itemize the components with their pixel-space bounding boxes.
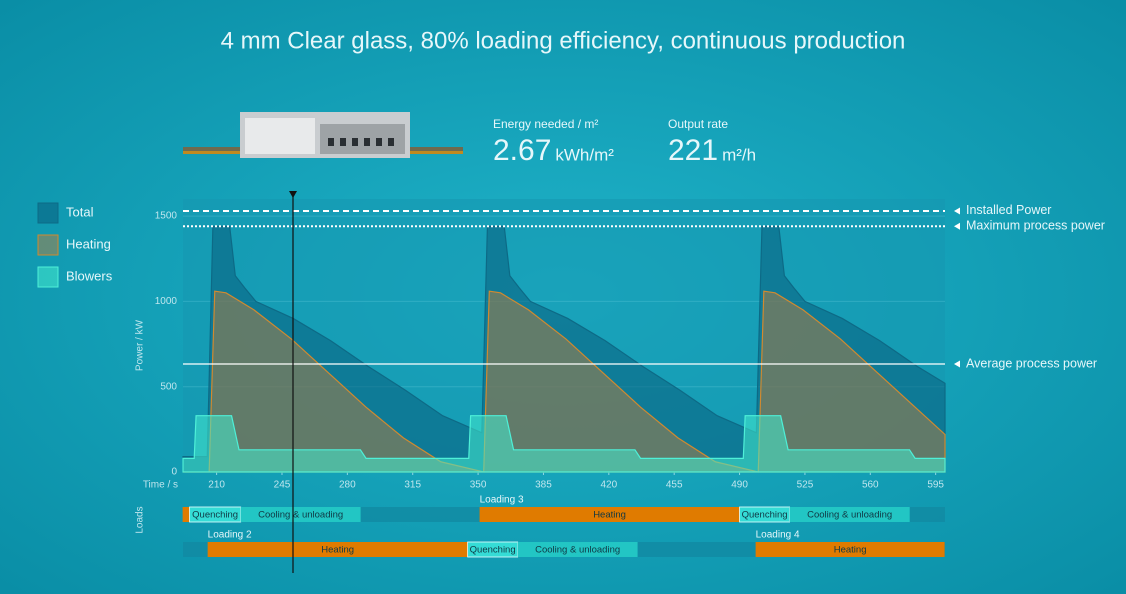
y-tick-label: 1500 [155, 211, 178, 222]
x-axis-label: Time / s [143, 480, 178, 491]
loading-label: Loading 3 [480, 495, 524, 506]
y-tick-label: 500 [160, 381, 177, 392]
load-segment [789, 507, 910, 522]
load-segment-label: Cooling & unloading [807, 510, 892, 521]
load-segment [517, 542, 638, 557]
legend-label: Total [66, 204, 94, 219]
load-segment [240, 507, 361, 522]
load-segment [479, 507, 740, 522]
plot: Energy needed / m² 2.67 kWh/m² Output rate 2… [37, 117, 1105, 558]
y-tick-label: 1000 [155, 296, 178, 307]
x-tick-label: 525 [797, 480, 814, 491]
x-tick-label: 595 [927, 480, 944, 491]
load-segment-label: Cooling & unloading [535, 545, 620, 556]
x-tick-label: 280 [339, 480, 356, 491]
stat-value: 221 [668, 134, 718, 167]
area [182, 225, 946, 473]
reference-marker [954, 360, 960, 368]
area [182, 415, 946, 473]
load-segment [182, 507, 190, 522]
legend-swatch [37, 202, 59, 224]
load-segment-label: Quenching [470, 545, 516, 556]
loads-label: Loads [135, 506, 146, 533]
load-segment-label: Quenching [192, 510, 238, 521]
y-tick-label: 0 [171, 467, 177, 478]
load-segment-label: Heating [321, 545, 354, 556]
chart-title: 4 mm Clear glass, 80% loading efficiency… [221, 27, 906, 54]
x-tick-label: 245 [274, 480, 291, 491]
legend-swatch [37, 234, 59, 256]
loading-label: Loading 4 [756, 530, 800, 541]
legend-swatch [37, 266, 59, 288]
reference-label: Installed Power [966, 203, 1051, 217]
stat-unit: m²/h [722, 145, 756, 164]
reference-marker [954, 207, 960, 215]
load-segment-label: Heating [593, 510, 626, 521]
y-axis-label: Power / kW [135, 319, 146, 371]
x-tick-label: 560 [862, 480, 879, 491]
reference-marker [954, 222, 960, 230]
load-segment [207, 542, 468, 557]
reference-label: Average process power [966, 356, 1097, 370]
legend-label: Blowers [66, 268, 113, 283]
stat-unit: kWh/m² [555, 145, 614, 164]
x-tick-label: 350 [470, 480, 487, 491]
load-segment-label: Quenching [742, 510, 788, 521]
cursor [289, 191, 297, 573]
area [183, 290, 946, 473]
load-segment [755, 542, 945, 557]
load-segment-label: Heating [834, 545, 867, 556]
reference-label: Maximum process power [966, 219, 1105, 233]
legend-label: Heating [66, 236, 111, 251]
stat-label: Output rate [668, 117, 728, 131]
x-tick-label: 420 [600, 480, 617, 491]
load-segment-label: Cooling & unloading [258, 510, 343, 521]
x-tick-label: 315 [404, 480, 421, 491]
stat-label: Energy needed / m² [493, 117, 598, 131]
x-tick-label: 455 [666, 480, 683, 491]
machine-illustration [183, 112, 463, 158]
stat-value: 2.67 [493, 134, 551, 167]
x-tick-label: 385 [535, 480, 552, 491]
loading-label: Loading 2 [208, 530, 252, 541]
x-tick-label: 210 [208, 480, 225, 491]
x-tick-label: 490 [731, 480, 748, 491]
